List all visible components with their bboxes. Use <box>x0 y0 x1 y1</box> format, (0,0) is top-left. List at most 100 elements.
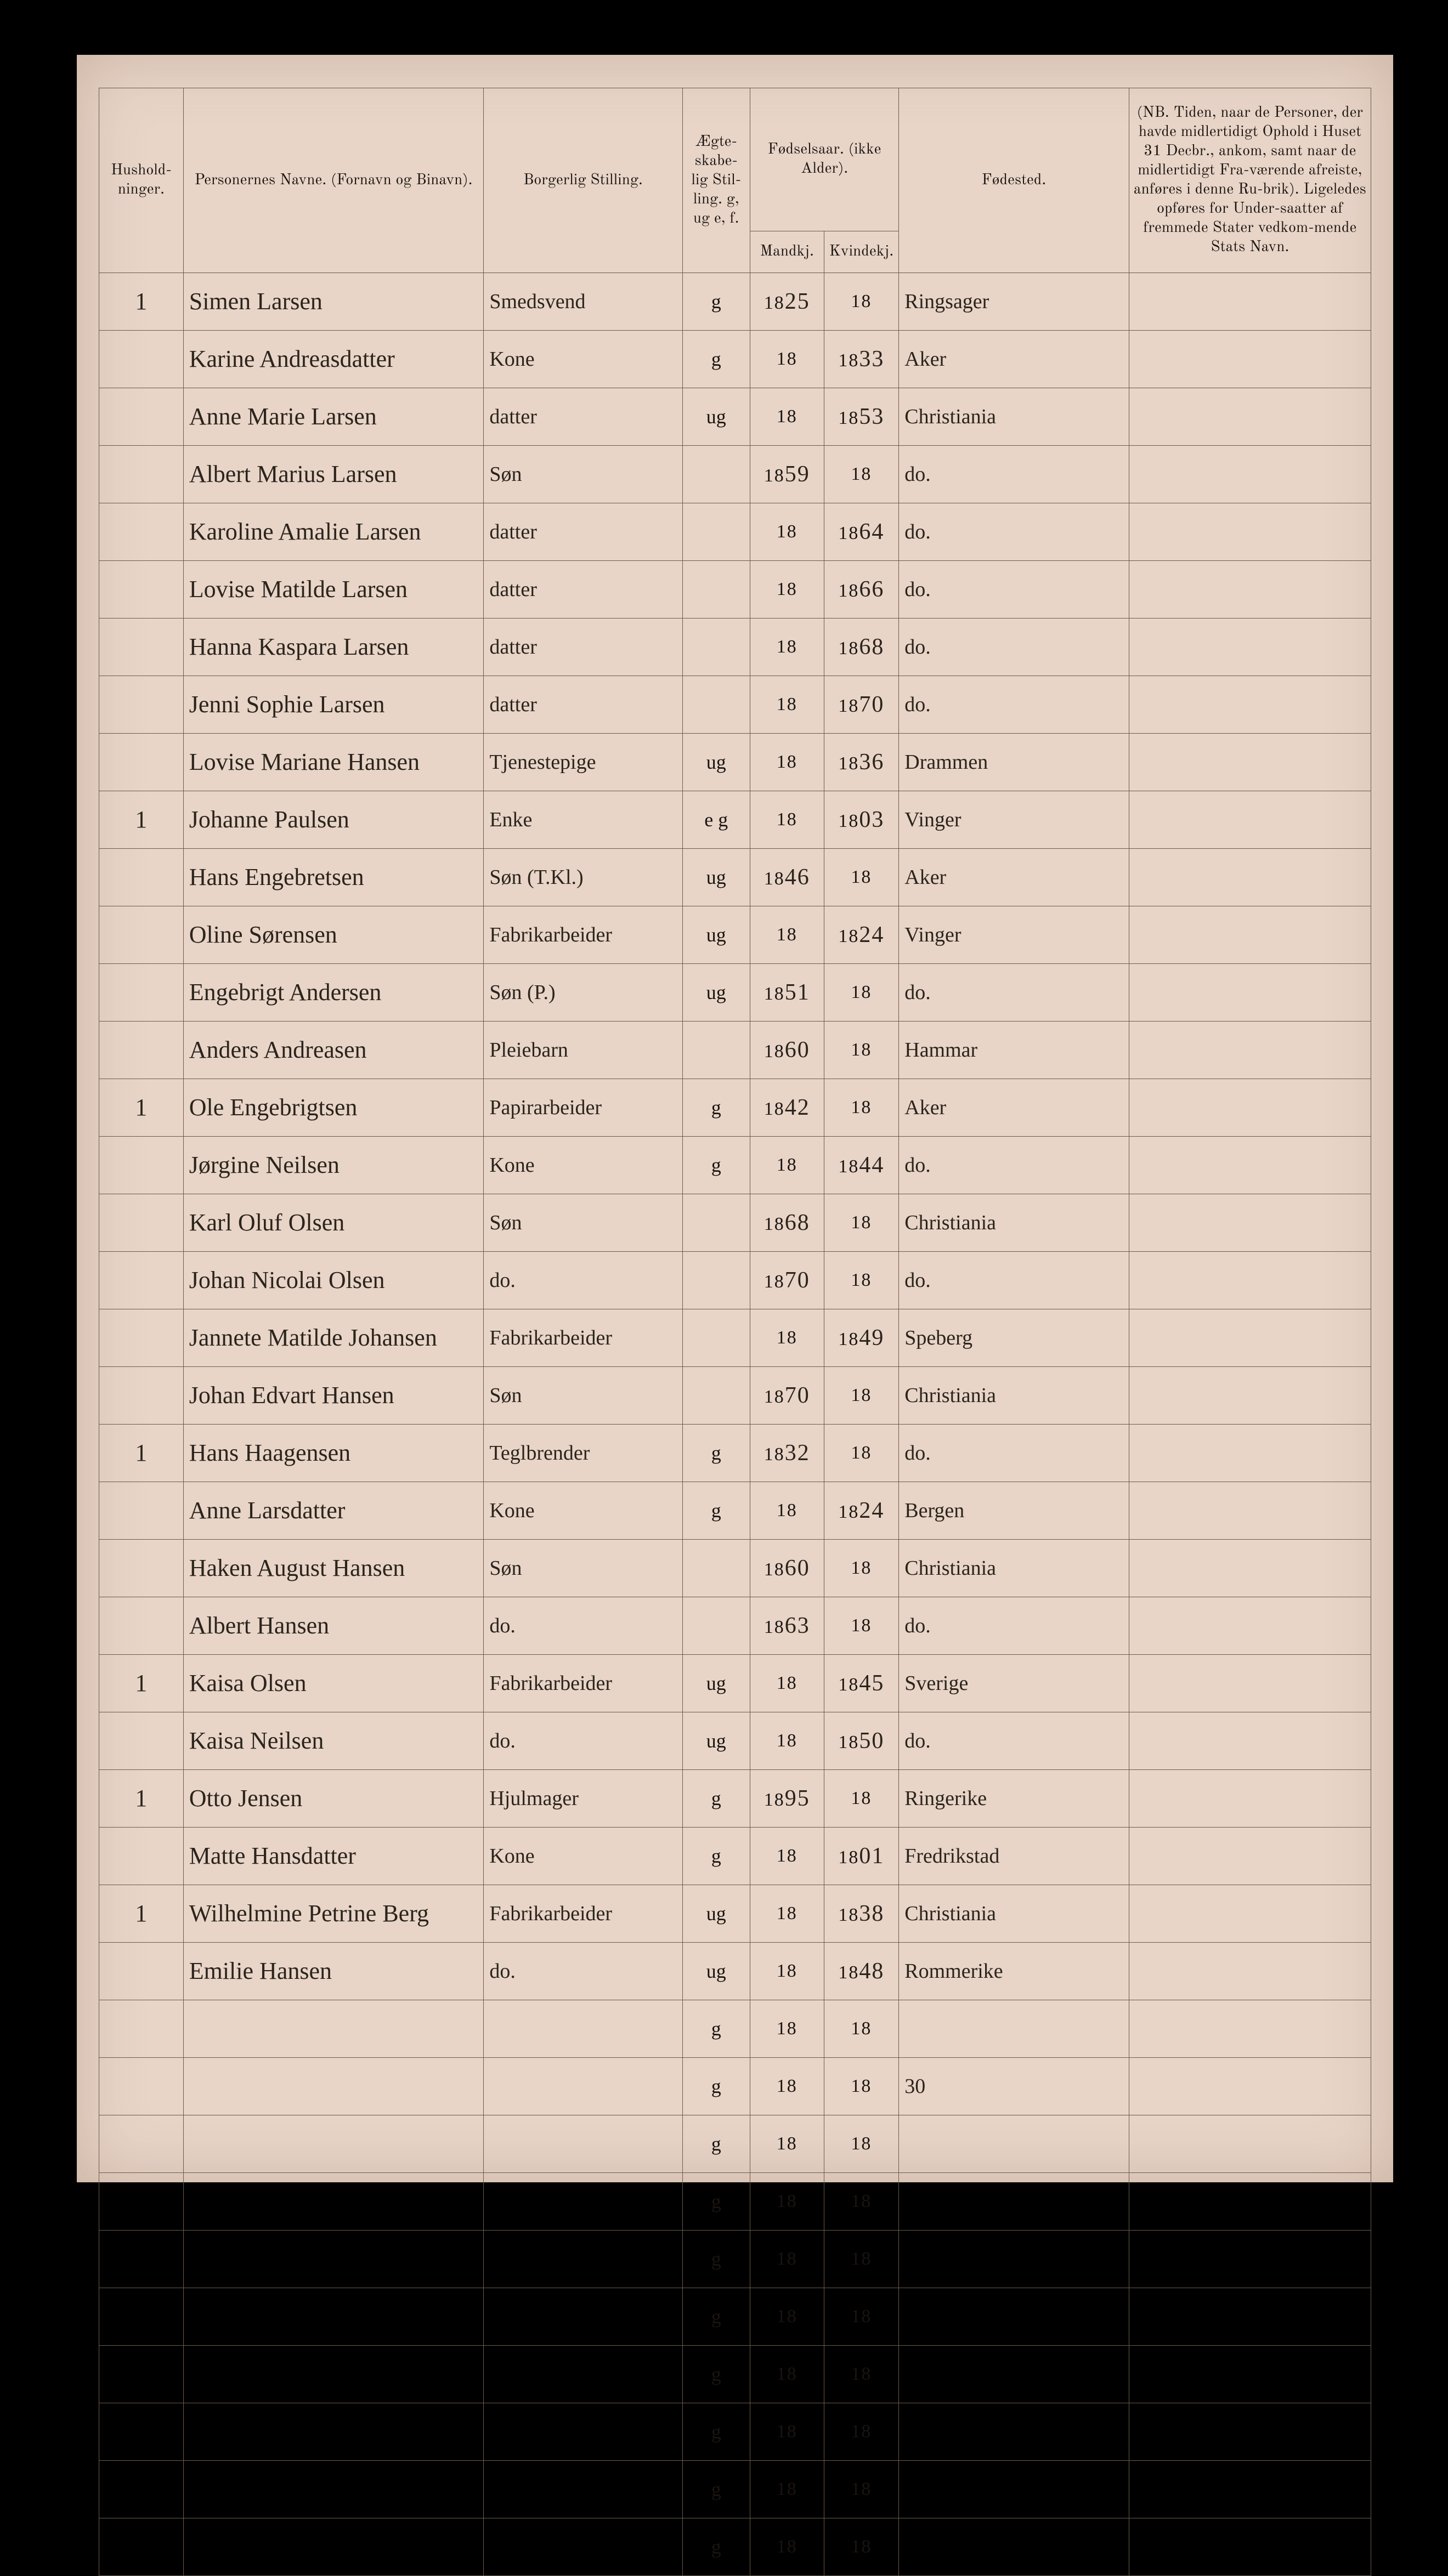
cell-egteskab: g <box>682 2058 750 2115</box>
cell-year-male: 18 <box>750 2000 824 2058</box>
table-row: g1818 <box>99 2173 1371 2231</box>
cell-husholdning <box>99 849 184 906</box>
cell-fodested <box>899 2346 1129 2403</box>
cell-stilling: Søn <box>484 446 682 503</box>
cell-year-female: 18 <box>824 1079 899 1137</box>
cell-husholdning: 1 <box>99 1770 184 1828</box>
cell-year-female: 1853 <box>824 388 899 446</box>
cell-husholdning <box>99 2173 184 2231</box>
table-body: 1Simen LarsenSmedsvendg182518RingsagerKa… <box>99 273 1371 2576</box>
header-fodested: Fødested. <box>899 88 1129 273</box>
table-row: Kaisa Neilsendo.ug181850do. <box>99 1712 1371 1770</box>
cell-name <box>183 2115 484 2173</box>
cell-note <box>1129 1482 1371 1540</box>
cell-note <box>1129 2461 1371 2518</box>
cell-stilling: Fabrikarbeider <box>484 906 682 964</box>
cell-egteskab: g <box>682 2173 750 2231</box>
cell-year-female: 18 <box>824 2288 899 2346</box>
cell-note <box>1129 1022 1371 1079</box>
cell-fodested <box>899 2173 1129 2231</box>
cell-stilling <box>484 2231 682 2288</box>
cell-note <box>1129 1770 1371 1828</box>
cell-fodested: do. <box>899 676 1129 734</box>
cell-year-female: 1870 <box>824 676 899 734</box>
header-name: Personernes Navne. (Fornavn og Binavn). <box>183 88 484 273</box>
cell-year-male: 18 <box>750 1943 824 2000</box>
cell-note <box>1129 1252 1371 1309</box>
table-row: Jørgine NeilsenKoneg181844do. <box>99 1137 1371 1194</box>
table-row: 1Wilhelmine Petrine BergFabrikarbeiderug… <box>99 1885 1371 1943</box>
cell-name: Haken August Hansen <box>183 1540 484 1597</box>
cell-egteskab: g <box>682 2115 750 2173</box>
cell-fodested: 30 <box>899 2058 1129 2115</box>
cell-husholdning: 1 <box>99 791 184 849</box>
cell-year-female: 1801 <box>824 1828 899 1885</box>
cell-stilling: do. <box>484 1712 682 1770</box>
cell-note <box>1129 1655 1371 1712</box>
cell-stilling: datter <box>484 388 682 446</box>
cell-name: Hanna Kaspara Larsen <box>183 619 484 676</box>
header-nb-note: (NB. Tiden, naar de Personer, der havde … <box>1129 88 1371 273</box>
cell-note <box>1129 1943 1371 2000</box>
cell-stilling <box>484 2346 682 2403</box>
cell-year-male: 18 <box>750 2231 824 2288</box>
cell-fodested <box>899 2403 1129 2461</box>
cell-egteskab <box>682 503 750 561</box>
cell-husholdning <box>99 1540 184 1597</box>
cell-stilling: Pleiebarn <box>484 1022 682 1079</box>
cell-husholdning <box>99 2403 184 2461</box>
cell-year-male: 1870 <box>750 1252 824 1309</box>
cell-year-male: 1842 <box>750 1079 824 1137</box>
cell-husholdning <box>99 388 184 446</box>
cell-note <box>1129 1079 1371 1137</box>
cell-stilling: Teglbrender <box>484 1425 682 1482</box>
cell-stilling: Enke <box>484 791 682 849</box>
cell-year-male: 18 <box>750 2403 824 2461</box>
cell-name: Anne Larsdatter <box>183 1482 484 1540</box>
table-row: Hanna Kaspara Larsendatter181868do. <box>99 619 1371 676</box>
cell-name: Oline Sørensen <box>183 906 484 964</box>
cell-year-male: 18 <box>750 906 824 964</box>
cell-year-female: 18 <box>824 1252 899 1309</box>
cell-egteskab <box>682 1540 750 1597</box>
table-row: 1Otto JensenHjulmagerg189518Ringerike <box>99 1770 1371 1828</box>
table-row: Anne LarsdatterKoneg181824Bergen <box>99 1482 1371 1540</box>
cell-year-male: 1851 <box>750 964 824 1022</box>
cell-stilling <box>484 2518 682 2576</box>
cell-name: Kaisa Neilsen <box>183 1712 484 1770</box>
cell-egteskab: ug <box>682 906 750 964</box>
cell-fodested: Sverige <box>899 1655 1129 1712</box>
cell-year-male: 18 <box>750 2058 824 2115</box>
cell-fodested: Fredrikstad <box>899 1828 1129 1885</box>
cell-egteskab: g <box>682 1137 750 1194</box>
header-fodselsaar: Fødselsaar. (ikke Alder). <box>750 88 898 231</box>
cell-stilling: datter <box>484 676 682 734</box>
cell-egteskab: g <box>682 1482 750 1540</box>
cell-fodested: Hammar <box>899 1022 1129 1079</box>
cell-year-male: 1860 <box>750 1540 824 1597</box>
cell-husholdning <box>99 2461 184 2518</box>
cell-name: Johanne Paulsen <box>183 791 484 849</box>
cell-year-female: 18 <box>824 1597 899 1655</box>
cell-fodested <box>899 2231 1129 2288</box>
cell-husholdning <box>99 1712 184 1770</box>
cell-year-female: 18 <box>824 1540 899 1597</box>
cell-egteskab <box>682 1022 750 1079</box>
cell-stilling: Kone <box>484 1137 682 1194</box>
cell-husholdning <box>99 1943 184 2000</box>
census-ledger-table: Hushold- ninger. Personernes Navne. (For… <box>99 88 1371 2576</box>
cell-year-female: 18 <box>824 2000 899 2058</box>
cell-year-male: 18 <box>750 791 824 849</box>
cell-year-male: 18 <box>750 561 824 619</box>
cell-stilling: Kone <box>484 1482 682 1540</box>
cell-note <box>1129 273 1371 331</box>
cell-husholdning: 1 <box>99 273 184 331</box>
cell-name <box>183 2403 484 2461</box>
cell-egteskab <box>682 1194 750 1252</box>
cell-egteskab: ug <box>682 964 750 1022</box>
table-row: Johan Nicolai Olsendo.187018do. <box>99 1252 1371 1309</box>
cell-note <box>1129 2000 1371 2058</box>
cell-name: Anne Marie Larsen <box>183 388 484 446</box>
cell-fodested: do. <box>899 619 1129 676</box>
cell-stilling: Søn (P.) <box>484 964 682 1022</box>
